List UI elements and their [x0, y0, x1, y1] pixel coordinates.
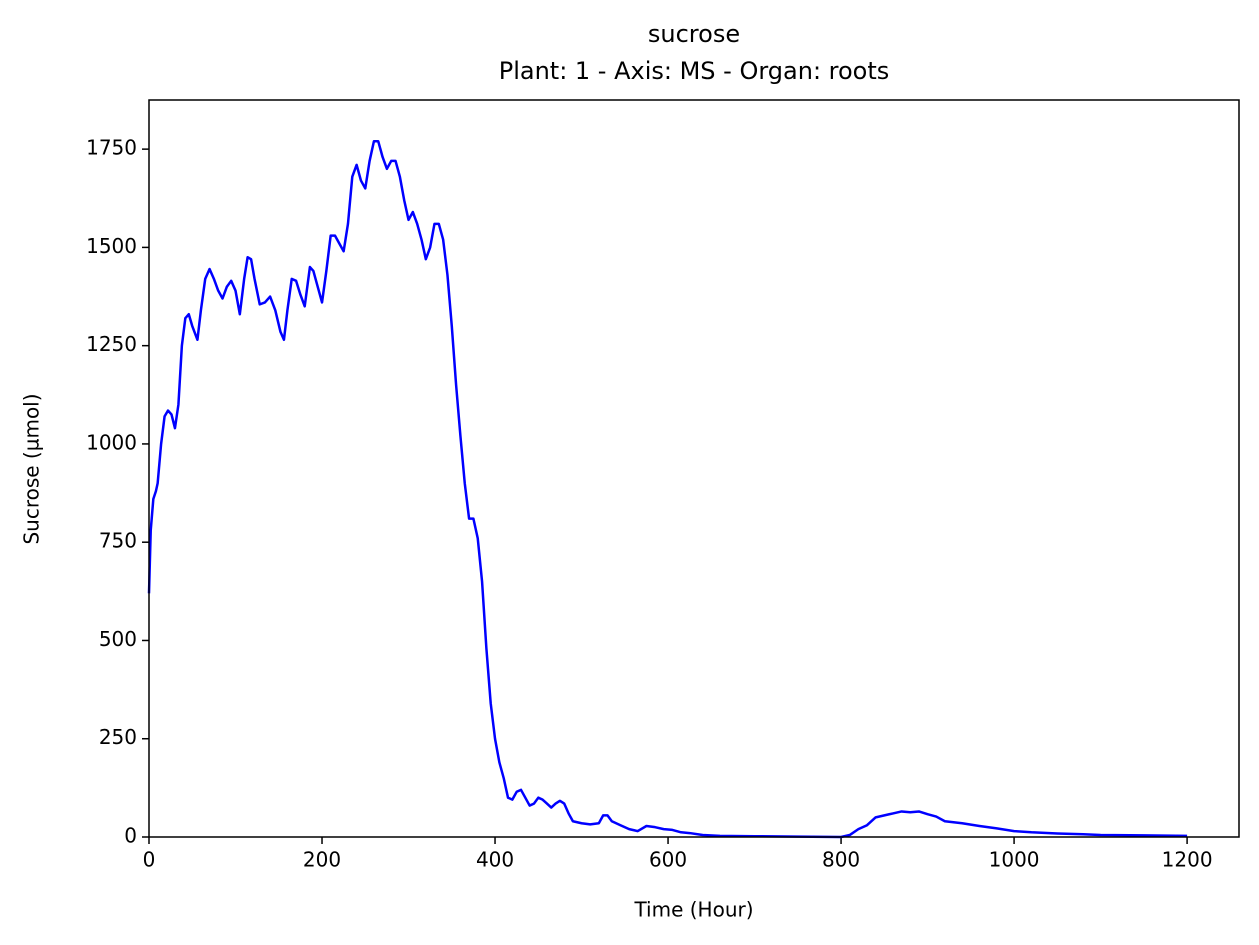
y-axis-label: Sucrose (µmol) — [20, 393, 44, 544]
y-tick-label: 750 — [99, 529, 137, 553]
x-tick-label: 1200 — [1162, 848, 1213, 872]
x-tick-label: 600 — [649, 848, 687, 872]
y-tick-label: 500 — [99, 627, 137, 651]
chart-subtitle: Plant: 1 - Axis: MS - Organ: roots — [499, 57, 890, 85]
x-axis-label: Time (Hour) — [633, 898, 753, 922]
y-tick-label: 1000 — [86, 430, 137, 454]
x-tick-label: 800 — [822, 848, 860, 872]
data-line — [147, 140, 1188, 839]
chart-title: sucrose — [648, 20, 740, 48]
x-tick-label: 1000 — [989, 848, 1040, 872]
y-tick-label: 1750 — [86, 136, 137, 160]
x-tick-label: 400 — [476, 848, 514, 872]
x-tick-label: 200 — [303, 848, 341, 872]
y-tick-label: 250 — [99, 725, 137, 749]
y-tick-label: 0 — [124, 824, 137, 848]
y-tick-label: 1250 — [86, 332, 137, 356]
y-tick-label: 1500 — [86, 234, 137, 258]
plot-frame — [148, 99, 1240, 838]
x-tick-label: 0 — [143, 848, 156, 872]
